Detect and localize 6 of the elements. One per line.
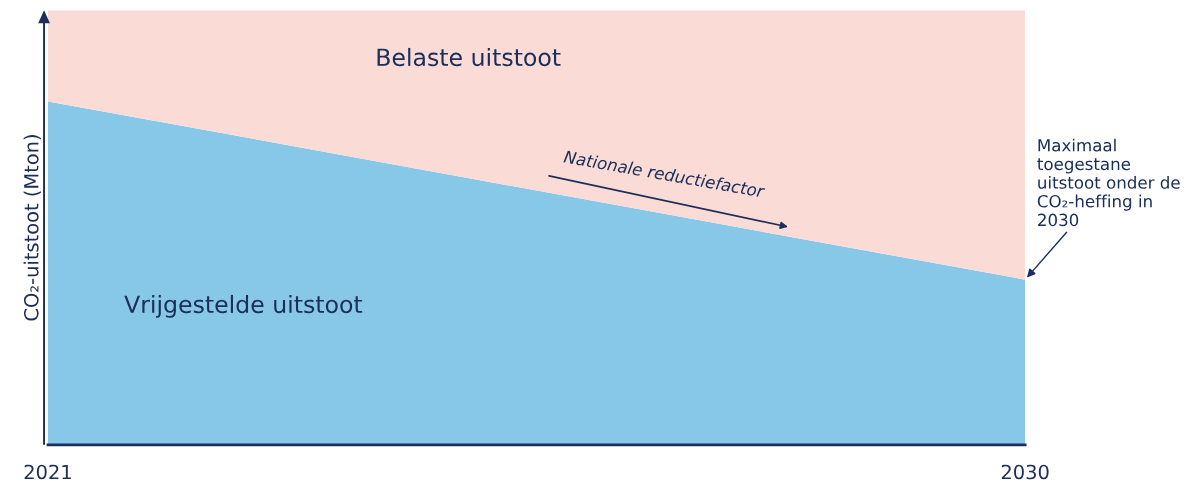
series-label: Vrijgestelde uitstoot [124,294,363,318]
x-tick-label: 2030 [1001,464,1049,480]
y-axis-title: CO₂-uitstoot (Mton) [23,135,41,321]
x-tick-label: 2021 [24,464,71,480]
series-label: Belaste uitstoot [377,47,561,67]
annotation: Maximaal toegestane uitstoot onder de CO₂-heffing in 2030 [1037,138,1180,227]
